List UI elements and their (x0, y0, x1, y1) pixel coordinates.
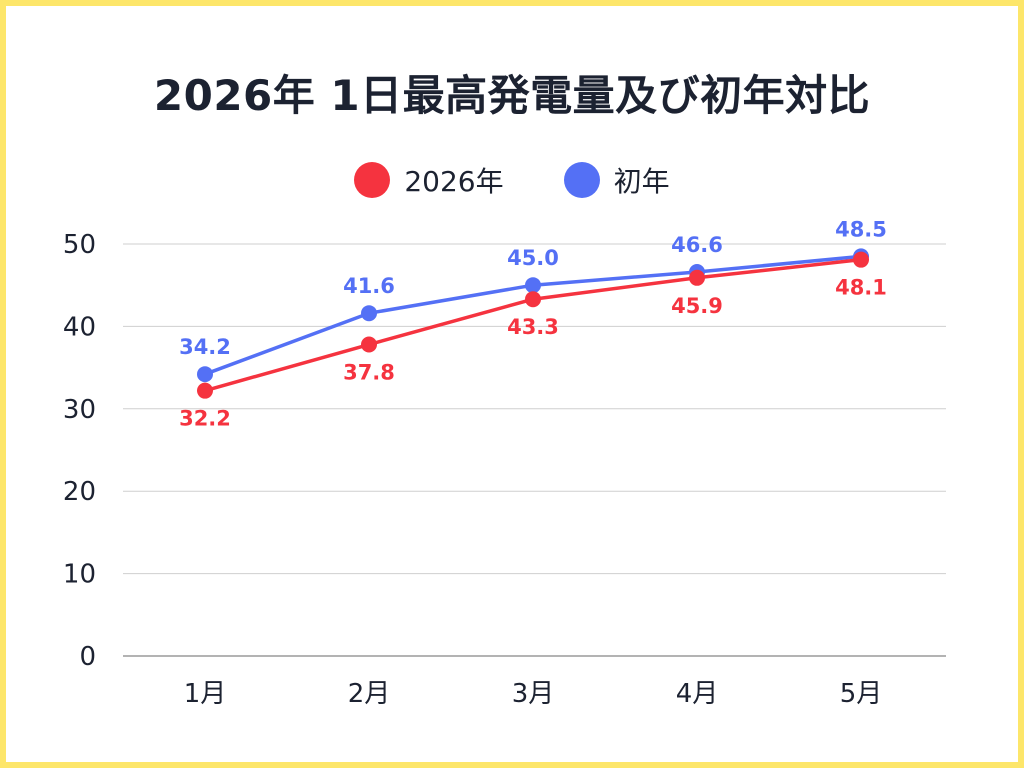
data-label: 46.6 (671, 233, 723, 257)
data-point (689, 269, 705, 286)
legend-marker-first-year (563, 162, 600, 198)
y-tick-label: 10 (63, 560, 96, 590)
y-tick-label: 30 (63, 395, 96, 425)
data-point (197, 366, 213, 383)
data-label: 32.2 (179, 407, 231, 431)
series-2026: 32.2 37.8 43.3 45.9 48.1 (179, 251, 887, 431)
legend-item-2026: 2026年 (354, 160, 504, 200)
y-tick-label: 0 (79, 642, 96, 672)
data-label: 37.8 (343, 361, 395, 385)
y-tick-label: 50 (63, 230, 96, 260)
y-tick-label: 20 (63, 477, 96, 507)
chart-legend: 2026年 初年 (0, 160, 1024, 200)
legend-label-first-year: 初年 (613, 165, 670, 198)
y-tick-label: 40 (63, 312, 96, 342)
legend-item-first-year: 初年 (563, 160, 670, 200)
data-point (361, 336, 377, 353)
x-tick-label: 5月 (840, 679, 883, 709)
data-label: 34.2 (179, 335, 231, 359)
x-tick-label: 3月 (512, 679, 555, 709)
data-point (853, 251, 869, 268)
data-label: 45.0 (507, 246, 559, 270)
data-label: 48.1 (835, 276, 887, 300)
x-tick-label: 1月 (184, 679, 227, 709)
gridlines: 0 10 20 30 40 50 (63, 230, 946, 672)
x-tick-label: 2月 (348, 679, 391, 709)
data-point (525, 291, 541, 308)
chart-title: 2026年 1日最高発電量及び初年対比 (153, 71, 871, 120)
data-point (197, 382, 213, 399)
data-label: 45.9 (671, 294, 723, 318)
legend-label-2026: 2026年 (404, 165, 504, 198)
data-label: 43.3 (507, 315, 559, 339)
data-point (361, 305, 377, 322)
data-label: 41.6 (343, 274, 395, 298)
data-label: 48.5 (835, 217, 887, 241)
x-tick-label: 4月 (676, 679, 719, 709)
data-point (525, 277, 541, 294)
x-axis-labels: 1月 2月 3月 4月 5月 (184, 679, 883, 709)
legend-marker-2026 (354, 162, 391, 198)
